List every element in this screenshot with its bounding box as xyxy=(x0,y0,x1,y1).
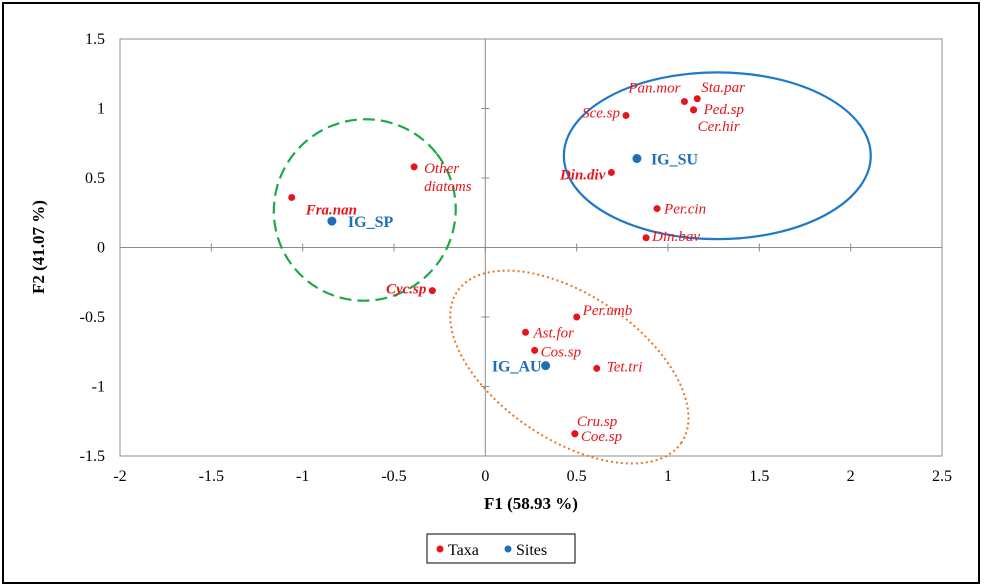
taxa-point-cos-sp xyxy=(531,346,539,354)
taxa-point-pan-mor xyxy=(680,98,688,106)
axes: -2 -1.5 -1 -0.5 0 0.5 1 1.5 2 2.5 -1.5 -1 -0.5 0 0.5 1 1… xyxy=(80,31,952,485)
y-tick-label: -0.5 xyxy=(80,309,105,326)
legend-sites-marker xyxy=(504,545,512,553)
y-tick-label: -1.5 xyxy=(80,448,105,465)
legend-sites-label: Sites xyxy=(516,542,547,559)
taxa-point-cer-hir xyxy=(690,106,698,114)
x-tick-label: -0.5 xyxy=(381,468,406,485)
taxa-point-tet-tri xyxy=(593,364,601,372)
taxa-point-sce-sp xyxy=(622,111,630,119)
taxa-label-tet-tri: Tet.tri xyxy=(607,359,643,375)
taxa-point-cyc-sp xyxy=(428,287,436,295)
y-tick-label: 1.5 xyxy=(85,31,105,48)
site-point-ig-su xyxy=(632,154,642,164)
taxa-label-din-div: Din.div xyxy=(559,167,606,183)
legend: Taxa Sites xyxy=(426,533,576,564)
taxa-label-cru-sp: Cru.sp xyxy=(577,414,618,430)
site-label-ig-au: IG_AU xyxy=(492,359,542,376)
taxa-label-ped-sp: Ped.sp xyxy=(703,102,745,118)
x-tick-label: 2 xyxy=(847,468,855,485)
taxa-label-coe-sp: Coe.sp xyxy=(581,429,623,445)
legend-taxa-label: Taxa xyxy=(448,542,479,559)
x-tick-label: -1.5 xyxy=(199,468,224,485)
taxa-label-din-bav: Din.bav xyxy=(651,229,700,245)
taxa-label-ast-for: Ast.for xyxy=(533,325,575,341)
taxa-point-fra-nan xyxy=(288,193,296,201)
taxa-label-other-diatoms: Other diatoms xyxy=(424,161,472,195)
group-ellipse-ig-su xyxy=(562,71,872,241)
taxa-label-sce-sp: Sce.sp xyxy=(582,105,620,121)
group-ellipse-ig-sp xyxy=(272,118,457,302)
group-ellipses xyxy=(272,71,872,465)
taxa-label-cer-hir: Cer.hir xyxy=(698,119,740,135)
taxa-label-per-cin: Per.cin xyxy=(663,202,706,218)
x-tick-label: 2.5 xyxy=(932,468,952,485)
scatter-chart: -2 -1.5 -1 -0.5 0 0.5 1 1.5 2 2.5 -1.5 -1 -0.5 0 0.5 1 1… xyxy=(29,31,952,564)
x-tick-label: -1 xyxy=(296,468,309,485)
y-axis-title: F2 (41.07 %) xyxy=(29,200,48,294)
x-tick-label: 0.5 xyxy=(567,468,587,485)
taxa-point-per-cin xyxy=(653,205,661,213)
y-tick-label: -1 xyxy=(92,379,105,396)
x-axis-title: F1 (58.93 %) xyxy=(484,494,578,513)
group-ellipse-ig-au xyxy=(449,269,690,465)
taxa-point-din-bav xyxy=(642,234,650,242)
x-tick-label: 1.5 xyxy=(749,468,769,485)
y-tick-label: 0 xyxy=(97,240,105,257)
taxa-point-ast-for xyxy=(522,328,530,336)
taxa-label-fra-nan: Fra.nan xyxy=(305,202,357,218)
taxa-point-other-diatoms xyxy=(410,163,418,171)
legend-box xyxy=(426,533,576,564)
taxa-label-per-umb: Per.umb xyxy=(582,303,633,319)
site-point-ig-sp xyxy=(327,216,337,226)
x-tick-label: 1 xyxy=(664,468,672,485)
x-tick-label: -2 xyxy=(113,468,126,485)
taxa-point-per-umb xyxy=(573,313,581,321)
taxa-point-coe-sp xyxy=(571,430,579,438)
y-tick-label: 0.5 xyxy=(85,170,105,187)
y-tick-label: 1 xyxy=(97,101,105,118)
taxa-label-pan-mor: Pan.mor xyxy=(627,81,680,97)
x-tick-label: 0 xyxy=(481,468,489,485)
taxa-point-sta-par xyxy=(693,95,701,103)
taxa-label-cyc-sp: Cyc.sp xyxy=(386,282,427,298)
site-label-ig-sp: IG_SP xyxy=(348,214,394,231)
site-point-ig-au xyxy=(541,361,551,371)
site-label-ig-su: IG_SU xyxy=(651,152,699,169)
taxa-label-cos-sp: Cos.sp xyxy=(541,344,582,360)
legend-taxa-marker xyxy=(436,545,444,553)
taxa-point-din-div xyxy=(607,168,615,176)
taxa-label-sta-par: Sta.par xyxy=(701,80,745,96)
